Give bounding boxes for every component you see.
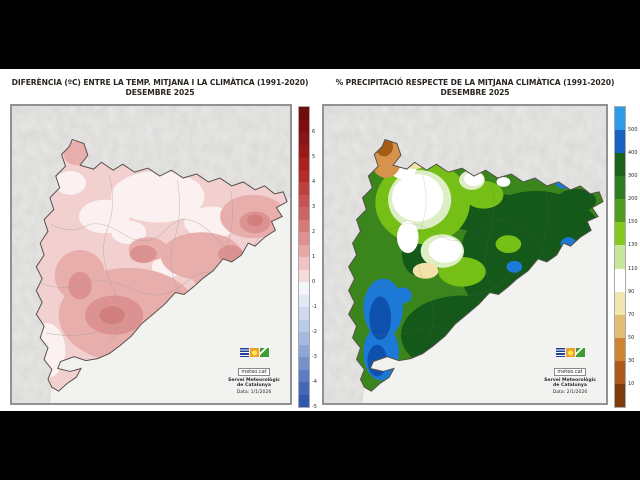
left-panel-title-block: DIFERÈNCIA (ºC) ENTRE LA TEMP. MITJANA I… (10, 78, 310, 98)
colorbar-segment (615, 176, 625, 200)
colorbar-tick-label: 10 (628, 380, 635, 387)
logo-stripes-icon (555, 348, 565, 357)
right-panel-title-block: % PRECIPITACIÓ RESPECTE DE LA MITJANA CL… (322, 78, 628, 98)
colorbar-segment (299, 244, 309, 257)
logo-leaf-icon (259, 348, 269, 357)
colorbar-segment (299, 169, 309, 182)
colorbar-tick-label: 4 (312, 179, 316, 185)
colorbar-segment (299, 344, 309, 357)
colorbar-segment (615, 337, 625, 361)
left-credit-block: meteo.cat Servei Meteorològic de Catalun… (223, 348, 285, 396)
org-name-line2: de Catalunya (237, 383, 271, 388)
left-colorbar-segments (298, 106, 310, 408)
colorbar-segment (615, 360, 625, 384)
colorbar-segment (299, 269, 309, 282)
colorbar-tick-label: 130 (628, 242, 638, 249)
meteocat-brand-label: meteo.cat (238, 368, 270, 376)
colorbar-segment (299, 257, 309, 270)
left-colorbar: 6 5 4 3 2 1 0 -1 -2 -3 -4 -5 (298, 106, 317, 410)
colorbar-segment (299, 232, 309, 245)
right-map-subtitle: DESEMBRE 2025 (440, 88, 510, 97)
colorbar-tick-label: 6 (312, 129, 316, 135)
colorbar-tick-label: 2 (312, 229, 316, 235)
right-map-frame: meteo.cat Servei Meteorològic de Catalun… (322, 104, 608, 405)
colorbar-segment (299, 207, 309, 220)
logo-leaf-icon (575, 348, 585, 357)
colorbar-segment (615, 291, 625, 315)
colorbar-tick-label: -1 (312, 304, 317, 310)
meteocat-logo (223, 348, 285, 357)
maps-canvas: DIFERÈNCIA (ºC) ENTRE LA TEMP. MITJANA I… (0, 69, 640, 411)
colorbar-segment (299, 132, 309, 145)
colorbar-tick-label: 5 (312, 154, 316, 160)
colorbar-segment (299, 182, 309, 195)
right-colorbar-segments (614, 106, 626, 408)
left-map-title: DIFERÈNCIA (ºC) ENTRE LA TEMP. MITJANA I… (11, 78, 309, 87)
left-map-date: Data: 1/1/2026 (236, 390, 272, 395)
colorbar-tick-label: -5 (312, 404, 317, 410)
colorbar-segment (299, 307, 309, 320)
colorbar-segment (299, 294, 309, 307)
colorbar-segment (615, 268, 625, 292)
logo-sun-icon (565, 348, 575, 357)
left-map-subtitle: DESEMBRE 2025 (125, 88, 195, 97)
colorbar-tick-label: 200 (628, 196, 638, 203)
colorbar-segment (299, 119, 309, 132)
colorbar-tick-label: -3 (312, 354, 317, 360)
right-colorbar: 500 400 300 200 150 130 110 90 70 50 30 10 (614, 106, 638, 408)
right-map-title: % PRECIPITACIÓ RESPECTE DE LA MITJANA CL… (335, 78, 615, 87)
colorbar-segment (615, 130, 625, 154)
colorbar-segment (299, 107, 309, 120)
colorbar-segment (299, 394, 309, 407)
colorbar-tick-label: -4 (312, 379, 317, 385)
org-name-line1: Servei Meteorològic (544, 378, 596, 383)
colorbar-tick-label: 70 (628, 311, 635, 318)
right-map-date: Data: 2/1/2026 (552, 390, 588, 395)
logo-sun-icon (249, 348, 259, 357)
colorbar-segment (299, 357, 309, 370)
colorbar-segment (299, 219, 309, 232)
colorbar-tick-label: 30 (628, 357, 635, 364)
colorbar-tick-label: 300 (628, 173, 638, 180)
colorbar-segment (615, 383, 625, 408)
temperature-anomaly-map (12, 106, 290, 403)
colorbar-segment (299, 382, 309, 395)
colorbar-segment (299, 282, 309, 295)
colorbar-segment (299, 157, 309, 170)
org-name-line1: Servei Meteorològic (228, 378, 280, 383)
org-name-line2: de Catalunya (553, 383, 587, 388)
colorbar-tick-label: 400 (628, 150, 638, 157)
colorbar-segment (615, 314, 625, 338)
colorbar-segment (615, 245, 625, 269)
colorbar-tick-label: 3 (312, 204, 316, 210)
right-credit-block: meteo.cat Servei Meteorològic de Catalun… (539, 348, 601, 396)
colorbar-tick-label: 90 (628, 288, 635, 295)
meteocat-brand-label: meteo.cat (554, 368, 586, 376)
colorbar-segment (299, 144, 309, 157)
colorbar-segment (299, 369, 309, 382)
colorbar-tick-label: 500 (628, 127, 638, 134)
colorbar-tick-label: 150 (628, 219, 638, 226)
left-map-frame: meteo.cat Servei Meteorològic de Catalun… (10, 104, 292, 405)
colorbar-segment (299, 194, 309, 207)
colorbar-segment (615, 222, 625, 246)
colorbar-segment (615, 153, 625, 177)
meteocat-logo (539, 348, 601, 357)
colorbar-segment (299, 332, 309, 345)
colorbar-tick-label: 110 (628, 265, 638, 272)
colorbar-segment (299, 319, 309, 332)
colorbar-segment (615, 199, 625, 223)
colorbar-tick-label: 0 (312, 279, 316, 285)
colorbar-tick-label: 50 (628, 334, 635, 341)
colorbar-tick-label: 1 (312, 254, 316, 260)
logo-stripes-icon (239, 348, 249, 357)
colorbar-tick-label: -2 (312, 329, 317, 335)
colorbar-segment (615, 107, 625, 131)
